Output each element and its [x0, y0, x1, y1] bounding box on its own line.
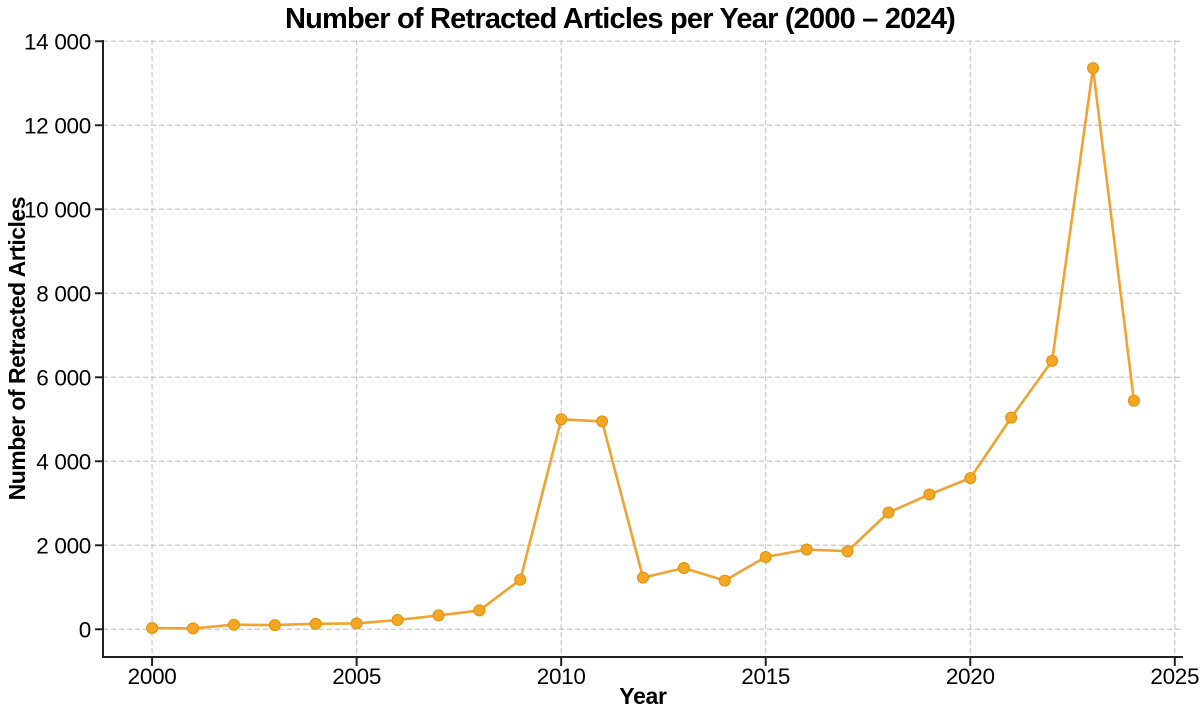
axes: [95, 40, 1183, 666]
y-tick-label: 8 000: [36, 281, 91, 306]
y-tick-label: 6 000: [36, 365, 91, 390]
data-point-marker: [1005, 411, 1018, 424]
x-tick-label: 2010: [537, 664, 586, 689]
data-point-marker: [718, 574, 731, 587]
tick-labels: 0 2 000 4 000 6 000 8 000 10 000 12 000 14 000 2…: [24, 29, 1200, 689]
data-point-marker: [309, 617, 322, 630]
data-point-marker: [841, 545, 854, 558]
data-point-marker: [1127, 394, 1140, 407]
data-point-marker: [227, 618, 240, 631]
y-tick-label: 10 000: [24, 197, 91, 222]
data-point-marker: [677, 562, 690, 574]
chart-title: Number of Retracted Articles per Year (2…: [284, 3, 956, 35]
grid-lines: [103, 40, 1183, 657]
y-tick-label: 2 000: [36, 533, 91, 558]
data-point-marker: [596, 415, 609, 428]
data-point-marker: [268, 619, 281, 632]
data-point-marker: [1087, 62, 1099, 75]
data-point-marker: [555, 413, 568, 426]
y-tick-label: 14 000: [24, 29, 91, 54]
data-point-marker: [432, 609, 445, 622]
data-point-marker: [923, 488, 936, 501]
y-tick-label: 12 000: [24, 113, 91, 138]
data-point-marker: [1046, 354, 1059, 367]
x-tick-label: 2025: [1150, 664, 1199, 689]
data-point-marker: [391, 614, 404, 626]
x-tick-label: 2000: [128, 664, 177, 689]
data-point-marker: [637, 571, 649, 584]
data-point-marker: [882, 506, 895, 519]
data-point-marker: [473, 604, 486, 617]
y-tick-label: 4 000: [36, 449, 91, 474]
data-point-marker: [964, 472, 977, 485]
data-line: [150, 66, 1136, 630]
data-point-marker: [187, 622, 199, 635]
x-tick-label: 2005: [332, 664, 381, 689]
x-axis-title: Year: [619, 683, 667, 709]
data-point-marker: [800, 543, 813, 556]
data-point-marker: [146, 622, 159, 634]
y-tick-label: 0: [79, 617, 91, 642]
data-point-marker: [350, 617, 363, 630]
x-tick-label: 2020: [946, 664, 995, 689]
data-point-marker: [514, 573, 527, 586]
data-points: [146, 62, 1140, 635]
data-point-marker: [759, 551, 772, 563]
x-tick-label: 2015: [741, 664, 790, 689]
